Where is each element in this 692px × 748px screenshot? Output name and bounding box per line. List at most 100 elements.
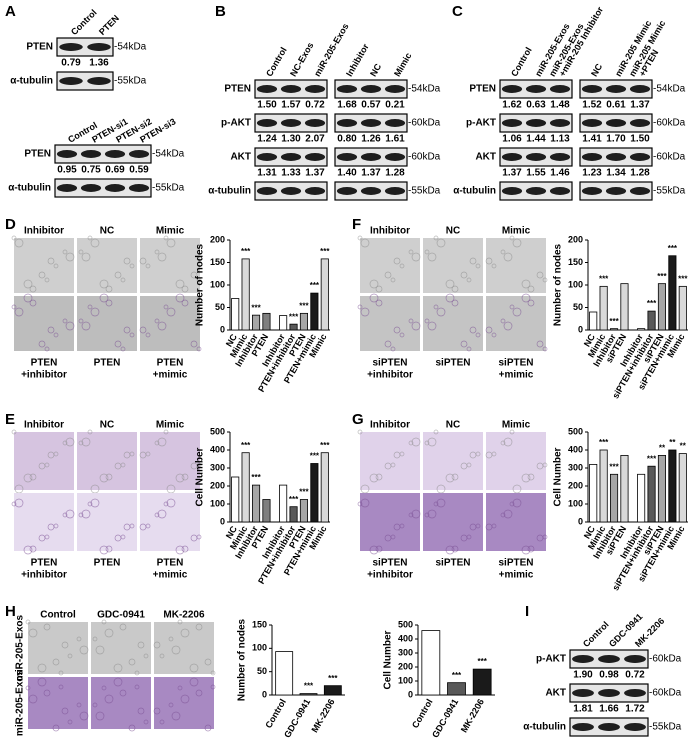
micrograph-texture: [105, 285, 113, 293]
blot-box: [56, 71, 114, 91]
micrograph-texture: [87, 501, 93, 507]
size-marker: -55kDa: [152, 183, 185, 194]
y-tick-label: 100: [252, 643, 267, 653]
blot-band: [304, 85, 326, 93]
micrograph-texture: [105, 473, 113, 481]
bar: [262, 499, 271, 523]
micrograph: [360, 296, 420, 351]
micrograph-texture: [509, 235, 515, 241]
blot-band: [581, 153, 603, 161]
micrograph-texture: [175, 473, 185, 483]
micrograph-texture: [47, 326, 55, 334]
micrograph-texture: [399, 523, 405, 529]
micrograph-texture: [175, 279, 185, 289]
micrograph-texture: [375, 545, 383, 553]
band-value: 1.13: [550, 134, 570, 145]
micrograph-texture: [408, 318, 414, 324]
micrograph-texture: [65, 509, 75, 519]
micrograph-side-label: miR-205-Exos: [15, 614, 26, 681]
blot-band: [87, 43, 111, 51]
y-tick-label: 0: [220, 516, 225, 526]
micrograph-texture: [38, 271, 46, 279]
micrograph-texture: [536, 271, 544, 279]
y-tick-label: 50: [257, 666, 267, 676]
micrograph-texture: [171, 711, 181, 721]
micrograph-texture: [14, 238, 24, 248]
blot-band: [525, 119, 547, 127]
band-value: 1.23: [582, 168, 602, 179]
micrograph-texture: [166, 307, 176, 317]
micrograph-texture: [61, 641, 69, 649]
blot-band: [629, 153, 651, 161]
significance: ***: [609, 317, 619, 326]
blot-band: [56, 150, 78, 158]
micrograph-texture: [114, 340, 122, 348]
micrograph-texture: [154, 249, 160, 255]
micrograph-texture: [445, 279, 455, 289]
micrograph-texture: [87, 304, 93, 310]
blot-box: [56, 37, 114, 57]
micrograph-texture: [14, 498, 24, 508]
size-marker: -55kDa: [114, 76, 147, 87]
micrograph-texture: [485, 326, 493, 334]
band-value: 0.80: [337, 134, 357, 145]
bar: [447, 682, 466, 696]
micrograph-texture: [92, 636, 98, 642]
micrograph-texture: [466, 462, 472, 468]
bar: [589, 463, 598, 523]
blot-band: [59, 77, 83, 85]
micrograph: [77, 238, 137, 293]
micrograph-texture: [163, 235, 169, 241]
micrograph-texture: [408, 249, 414, 255]
band-value: 1.72: [625, 704, 645, 715]
micrograph-texture: [58, 670, 64, 676]
row-label: AKT: [475, 152, 496, 163]
micrograph-texture: [357, 501, 363, 507]
micrograph-texture: [129, 332, 135, 338]
bar: [620, 454, 629, 523]
band-value: 1.52: [582, 100, 602, 111]
size-marker: -60kDa: [649, 688, 682, 699]
micrograph-texture: [485, 257, 493, 265]
y-tick-label: 100: [568, 498, 583, 508]
panel-label: B: [215, 3, 226, 20]
micrograph: [28, 622, 88, 674]
blot-band: [128, 150, 150, 158]
micrograph-texture: [521, 473, 531, 483]
micrograph-texture: [427, 437, 437, 447]
micrograph-texture: [427, 252, 437, 262]
micrograph-texture: [196, 534, 202, 540]
significance: ***: [328, 674, 338, 683]
blot-band: [629, 187, 651, 195]
micrograph-texture: [181, 299, 189, 307]
micrograph-texture: [62, 440, 68, 446]
y-tick-label: 50: [215, 302, 225, 312]
band-value: 0.95: [57, 165, 77, 176]
micrograph-texture: [120, 277, 126, 283]
blot-band: [384, 85, 406, 93]
micrograph-texture: [79, 711, 89, 721]
micrograph-texture: [157, 437, 167, 447]
micrograph-texture: [128, 724, 136, 732]
micrograph-texture: [159, 719, 165, 725]
micrograph-label: Inhibitor: [370, 420, 410, 431]
micrograph-texture: [384, 271, 392, 279]
micrograph-texture: [424, 249, 430, 255]
bar: [637, 473, 646, 523]
micrograph-texture: [28, 694, 38, 704]
band-value: 1.37: [502, 168, 522, 179]
micrograph-texture: [491, 263, 497, 269]
micrograph-texture: [503, 252, 513, 262]
bar: [647, 310, 656, 331]
micrograph-texture: [210, 670, 216, 676]
micrograph-texture: [390, 462, 396, 468]
blot-band: [501, 187, 523, 195]
micrograph-label: PTEN: [31, 558, 58, 569]
micrograph-texture: [196, 462, 202, 468]
bar: [421, 630, 441, 696]
panel-label: C: [452, 3, 463, 20]
panel-label: H: [5, 603, 16, 620]
blot-band: [598, 689, 620, 697]
bar: [668, 449, 677, 523]
y-tick-label: 100: [568, 279, 583, 289]
